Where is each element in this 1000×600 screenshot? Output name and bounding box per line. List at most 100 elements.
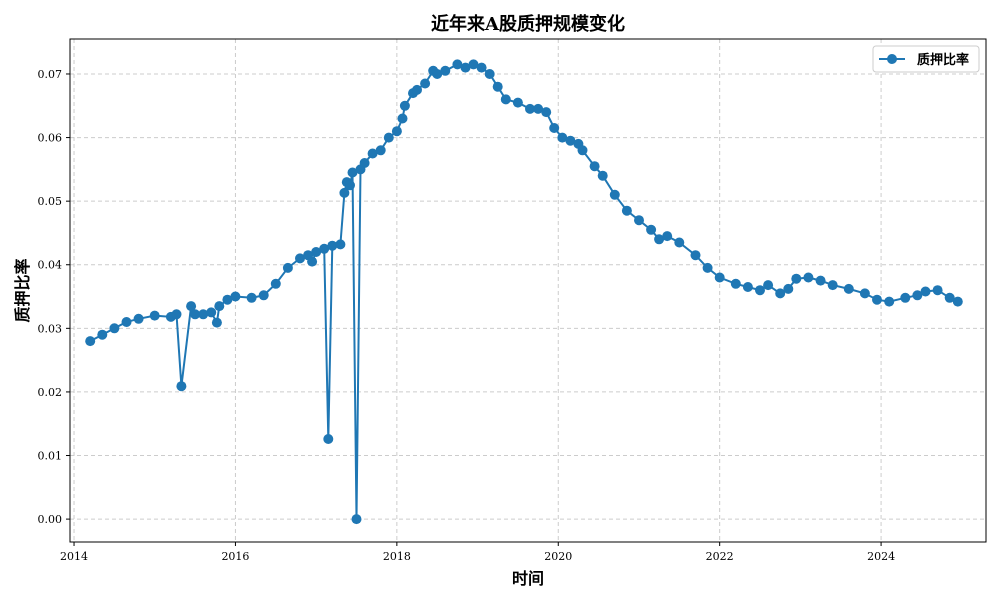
data-point: [375, 145, 386, 156]
data-point: [662, 231, 673, 242]
data-point: [912, 290, 923, 301]
data-point: [460, 62, 471, 73]
data-point: [763, 280, 774, 291]
data-point: [339, 187, 350, 198]
data-point: [85, 336, 96, 347]
legend-box: [872, 45, 980, 73]
data-point: [97, 329, 108, 340]
data-point: [674, 237, 685, 248]
x-tick-label: 2014: [60, 550, 88, 563]
data-point: [525, 103, 535, 114]
data-point: [714, 272, 725, 283]
x-tick-label: 2016: [221, 550, 249, 563]
data-point: [621, 205, 632, 216]
plot-frame: [69, 38, 987, 543]
data-point: [190, 309, 201, 320]
data-point: [702, 262, 713, 273]
y-tick-label: 0.00: [38, 513, 63, 526]
legend: 质押比率: [872, 45, 980, 73]
legend-marker-icon: [887, 54, 897, 64]
data-point: [399, 100, 410, 111]
data-point: [327, 240, 338, 251]
data-point: [742, 282, 753, 292]
x-axis: 2014 2016 2018 2020 2022 2024: [60, 542, 895, 563]
data-point: [270, 278, 281, 289]
y-tick-label: 0.03: [38, 322, 63, 335]
data-point: [391, 126, 402, 137]
data-point: [589, 161, 600, 172]
data-point: [597, 170, 608, 181]
data-point: [295, 253, 305, 264]
data-point: [206, 307, 217, 318]
data-point: [420, 78, 431, 89]
data-point: [932, 285, 943, 296]
data-point: [367, 148, 378, 159]
data-point: [533, 103, 544, 114]
data-point: [335, 239, 346, 250]
data-point: [214, 301, 225, 312]
data-point: [133, 313, 144, 324]
data-point: [211, 317, 222, 328]
data-point: [323, 434, 334, 444]
series-layer: [85, 59, 963, 525]
legend-label: 质押比率: [917, 52, 969, 68]
data-point: [634, 215, 644, 226]
data-point: [359, 158, 370, 168]
data-point: [609, 189, 620, 200]
data-point: [646, 224, 657, 235]
x-tick-label: 2024: [867, 550, 895, 563]
y-tick-label: 0.01: [38, 450, 63, 463]
data-point: [827, 280, 838, 291]
data-point: [541, 107, 552, 118]
y-tick-label: 0.05: [38, 195, 63, 208]
data-point: [944, 292, 955, 303]
data-point: [775, 288, 786, 299]
grid-layer: [70, 39, 986, 542]
data-point: [282, 262, 293, 273]
data-point: [690, 250, 701, 261]
data-point: [230, 291, 241, 302]
data-point: [345, 180, 355, 191]
x-axis-title: 时间: [512, 569, 544, 588]
data-point: [222, 294, 233, 305]
data-point: [512, 97, 523, 108]
chart-title: 近年来A股质押规模变化: [431, 13, 625, 35]
data-point: [468, 59, 479, 70]
data-point: [397, 113, 408, 124]
data-point: [783, 283, 794, 294]
data-point: [920, 286, 931, 297]
y-axis: 0.00 0.01 0.02 0.03 0.04 0.05 0.06 0.07: [38, 68, 70, 526]
data-point: [859, 288, 870, 299]
data-point: [440, 65, 451, 76]
y-axis-title: 质押比率: [13, 258, 32, 322]
data-point: [383, 132, 394, 143]
data-point: [109, 323, 120, 334]
series-line: [89, 63, 959, 520]
x-tick-label: 2018: [383, 550, 411, 563]
data-point: [755, 285, 765, 296]
data-point: [791, 273, 802, 284]
data-point: [952, 296, 963, 307]
data-point: [654, 234, 665, 245]
data-point: [432, 69, 443, 79]
data-point: [452, 59, 463, 70]
data-point: [149, 310, 160, 321]
data-point: [900, 292, 911, 303]
data-point: [351, 514, 362, 525]
y-tick-label: 0.07: [38, 68, 63, 81]
data-point: [815, 275, 826, 286]
data-point: [872, 294, 882, 305]
x-tick-label: 2020: [544, 550, 572, 563]
data-point: [884, 296, 895, 307]
data-point: [121, 317, 132, 327]
data-point: [311, 247, 322, 257]
data-point: [803, 272, 814, 283]
data-point: [198, 309, 209, 320]
data-point: [246, 292, 257, 303]
data-point: [484, 69, 495, 79]
data-point: [476, 62, 487, 73]
data-point: [577, 145, 588, 156]
data-point: [258, 290, 269, 301]
